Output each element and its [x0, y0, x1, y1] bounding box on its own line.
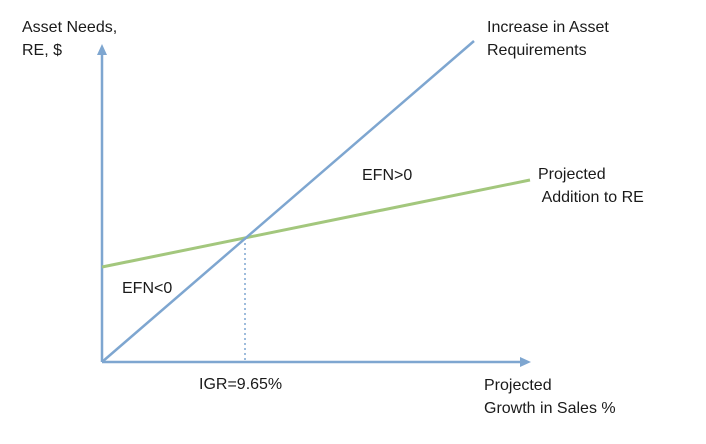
asset-requirements-label: Increase in Asset Requirements: [487, 19, 609, 59]
retained-earnings-label: Projected Addition to RE: [538, 166, 644, 206]
x-axis-label: Projected Growth in Sales %: [484, 377, 616, 417]
asset-requirements-line: [101, 40, 475, 363]
y-axis-arrowhead: [97, 44, 107, 55]
y-axis-label: Asset Needs, RE, $: [22, 19, 118, 59]
efn-negative-label: EFN<0: [122, 280, 173, 297]
igr-label: IGR=9.65%: [199, 376, 283, 393]
efn-positive-label: EFN>0: [362, 167, 413, 184]
x-axis-arrowhead: [520, 357, 531, 367]
retained-earnings-line: [101, 178, 531, 269]
